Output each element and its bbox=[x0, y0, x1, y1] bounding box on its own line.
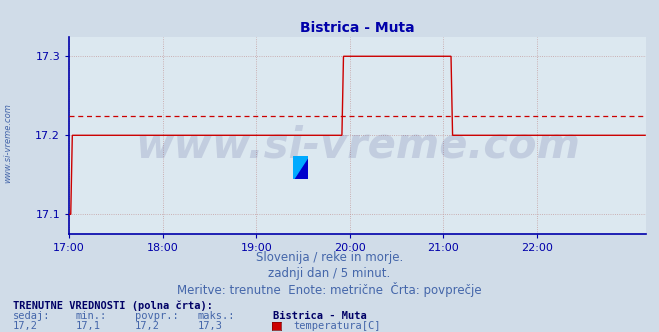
Text: sedaj:: sedaj: bbox=[13, 311, 51, 321]
Text: Meritve: trenutne  Enote: metrične  Črta: povprečje: Meritve: trenutne Enote: metrične Črta: … bbox=[177, 282, 482, 297]
Text: povpr.:: povpr.: bbox=[135, 311, 179, 321]
Text: 17,1: 17,1 bbox=[76, 321, 101, 331]
Text: zadnji dan / 5 minut.: zadnji dan / 5 minut. bbox=[268, 267, 391, 280]
Text: 17,2: 17,2 bbox=[13, 321, 38, 331]
Text: Slovenija / reke in morje.: Slovenija / reke in morje. bbox=[256, 251, 403, 264]
Text: www.si-vreme.com: www.si-vreme.com bbox=[3, 103, 13, 183]
Text: 17,2: 17,2 bbox=[135, 321, 160, 331]
Text: 17,3: 17,3 bbox=[198, 321, 223, 331]
Text: www.si-vreme.com: www.si-vreme.com bbox=[135, 124, 580, 166]
Text: maks.:: maks.: bbox=[198, 311, 235, 321]
Polygon shape bbox=[293, 156, 308, 179]
Text: min.:: min.: bbox=[76, 311, 107, 321]
Text: temperatura[C]: temperatura[C] bbox=[293, 321, 381, 331]
Text: Bistrica - Muta: Bistrica - Muta bbox=[273, 311, 367, 321]
Text: TRENUTNE VREDNOSTI (polna črta):: TRENUTNE VREDNOSTI (polna črta): bbox=[13, 301, 213, 311]
Polygon shape bbox=[293, 156, 308, 179]
Title: Bistrica - Muta: Bistrica - Muta bbox=[301, 21, 415, 35]
